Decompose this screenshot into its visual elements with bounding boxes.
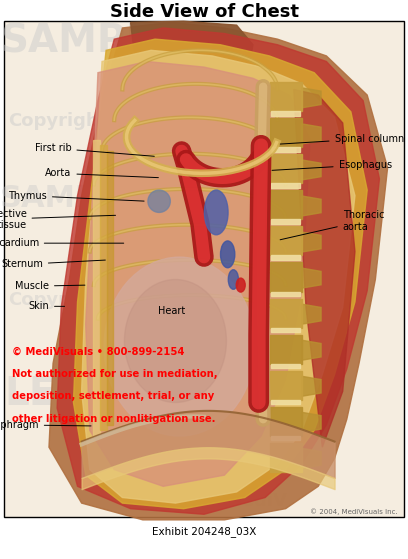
Bar <box>93 140 100 436</box>
Text: MediV: MediV <box>237 347 305 366</box>
Text: isuals: isuals <box>224 324 283 342</box>
Ellipse shape <box>148 190 171 212</box>
Polygon shape <box>294 89 355 447</box>
Text: SAMPLE: SAMPLE <box>0 22 177 60</box>
Polygon shape <box>302 88 321 108</box>
Text: Copyright: Copyright <box>8 112 107 130</box>
Bar <box>270 262 302 291</box>
Bar <box>270 82 302 111</box>
Text: Peicardium: Peicardium <box>0 238 124 248</box>
Ellipse shape <box>220 241 235 268</box>
Text: First rib: First rib <box>35 143 154 157</box>
Bar <box>270 407 302 436</box>
Bar <box>271 255 300 260</box>
Bar <box>271 328 300 332</box>
Text: Not authorized for use in mediation,: Not authorized for use in mediation, <box>12 369 218 379</box>
Polygon shape <box>82 50 355 503</box>
Text: Copyright: Copyright <box>122 224 222 241</box>
Bar <box>4 21 404 517</box>
Text: Spinal column: Spinal column <box>280 134 404 144</box>
Text: Copyright: Copyright <box>122 402 222 420</box>
Polygon shape <box>86 61 310 486</box>
Polygon shape <box>302 376 321 396</box>
Polygon shape <box>302 232 321 252</box>
Bar <box>270 190 302 219</box>
Bar <box>271 400 300 404</box>
Text: Muscle: Muscle <box>15 281 85 291</box>
Polygon shape <box>302 304 321 324</box>
Ellipse shape <box>124 280 226 402</box>
Text: Thoracic
aorta: Thoracic aorta <box>280 210 384 240</box>
Text: Aorta: Aorta <box>45 168 158 178</box>
Text: isuals: isuals <box>204 140 267 159</box>
Ellipse shape <box>228 269 238 290</box>
Bar <box>271 220 300 224</box>
Text: Exhibit 204248_03X: Exhibit 204248_03X <box>152 527 256 538</box>
Ellipse shape <box>204 190 228 235</box>
Text: Sternum: Sternum <box>1 259 105 269</box>
Bar <box>270 154 302 183</box>
Text: Diaphragm: Diaphragm <box>0 420 91 430</box>
Text: Heart: Heart <box>158 306 185 316</box>
Bar <box>270 334 302 364</box>
Bar <box>270 119 302 148</box>
Text: Thymus: Thymus <box>8 191 144 201</box>
Polygon shape <box>131 21 253 95</box>
Text: Fatty connective
tissue: Fatty connective tissue <box>0 209 115 230</box>
Polygon shape <box>302 340 321 361</box>
Bar <box>270 371 302 400</box>
Polygon shape <box>302 448 321 468</box>
Bar <box>271 183 300 188</box>
Text: isuals: isuals <box>224 436 283 454</box>
Bar <box>271 111 300 116</box>
Bar <box>271 364 300 368</box>
Polygon shape <box>49 22 388 520</box>
Text: other litigation or nonlitigation use.: other litigation or nonlitigation use. <box>12 414 216 424</box>
Text: Esophagus: Esophagus <box>272 160 392 170</box>
Text: Copyright: Copyright <box>8 291 107 309</box>
Text: deposition, settlement, trial, or any: deposition, settlement, trial, or any <box>12 391 215 401</box>
Text: © 2004, MediVisuals Inc.: © 2004, MediVisuals Inc. <box>310 509 398 515</box>
Text: SAMPLE: SAMPLE <box>0 184 138 214</box>
Text: MediV: MediV <box>245 84 318 104</box>
Bar <box>270 299 302 328</box>
Polygon shape <box>302 268 321 288</box>
Ellipse shape <box>104 257 255 436</box>
Polygon shape <box>302 196 321 216</box>
Bar <box>100 145 107 430</box>
Text: MediV: MediV <box>237 263 305 282</box>
Text: Side View of Chest: Side View of Chest <box>109 3 299 21</box>
Bar <box>270 443 302 472</box>
Bar <box>271 148 300 152</box>
Polygon shape <box>57 28 379 514</box>
Polygon shape <box>302 160 321 180</box>
Bar <box>271 436 300 440</box>
Text: LE: LE <box>4 375 55 413</box>
Polygon shape <box>302 413 321 433</box>
Ellipse shape <box>236 278 245 292</box>
Polygon shape <box>302 124 321 144</box>
Polygon shape <box>73 39 367 509</box>
Bar <box>270 226 302 255</box>
Bar <box>107 151 113 425</box>
Text: Skin: Skin <box>28 301 64 311</box>
Text: Copyright: Copyright <box>114 50 213 68</box>
Text: © MediVisuals • 800-899-2154: © MediVisuals • 800-899-2154 <box>12 347 185 357</box>
Bar <box>271 291 300 296</box>
Text: MediV: MediV <box>224 492 287 510</box>
